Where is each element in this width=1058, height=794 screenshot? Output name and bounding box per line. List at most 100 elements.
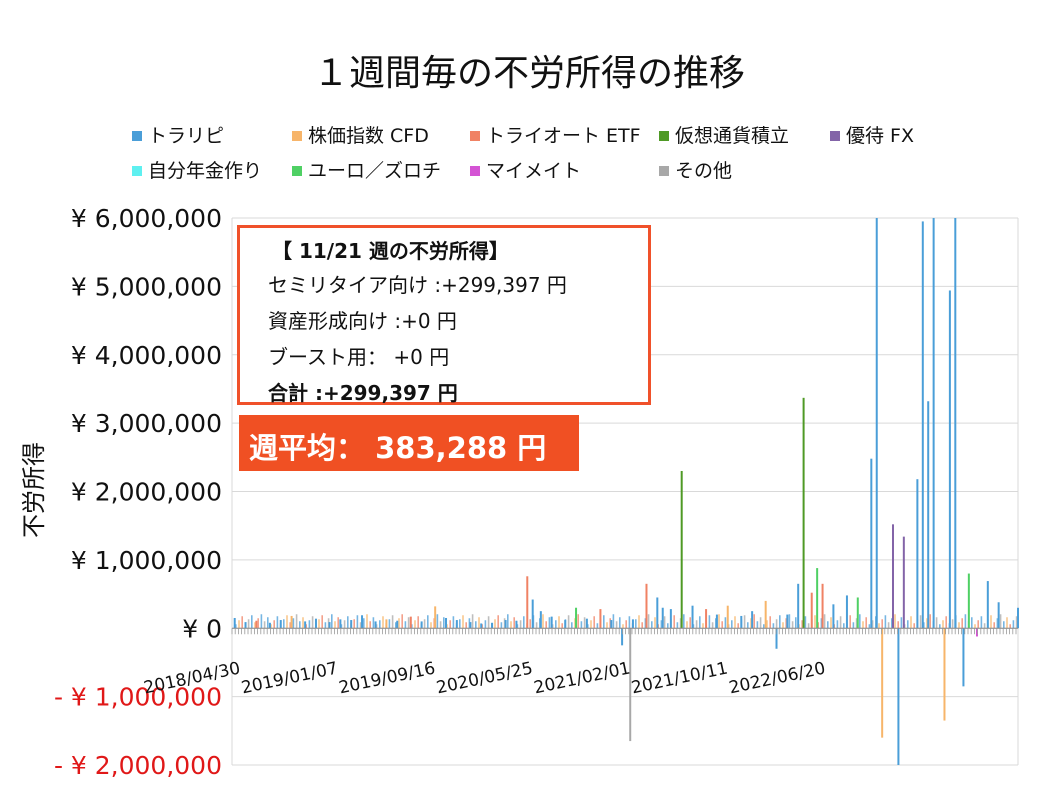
bar-texture — [862, 621, 864, 629]
bar-texture — [401, 614, 403, 629]
bar-texture — [331, 614, 333, 629]
bar-texture — [430, 622, 432, 629]
bar-texture — [241, 616, 243, 629]
bar-texture — [782, 622, 784, 629]
bar-texture — [398, 618, 400, 629]
bar-texture — [673, 615, 675, 629]
bar-texture — [951, 619, 954, 629]
bar-texture — [654, 617, 656, 629]
bar-texture — [887, 622, 890, 629]
bar — [962, 628, 965, 687]
bar-texture — [1006, 617, 1008, 629]
bar-texture — [462, 615, 464, 629]
chart-title: １週間毎の不労所得の推移 — [312, 53, 745, 94]
bar-texture — [839, 616, 842, 629]
bar-texture — [311, 616, 314, 629]
bar-texture — [823, 614, 826, 629]
bar-texture — [660, 620, 663, 629]
bar-texture — [900, 617, 903, 629]
bar-texture — [388, 619, 391, 629]
legend-label: マイメイト — [486, 160, 582, 182]
bar-texture — [836, 620, 839, 629]
bar — [927, 401, 930, 629]
bar-texture — [411, 624, 413, 629]
bar-texture — [295, 614, 298, 629]
weekly-average-badge: 週平均： 383,288 円 — [239, 415, 579, 471]
legend-swatch — [470, 166, 480, 176]
bar — [832, 604, 835, 629]
legend-item: ユーロ／ズロチ — [292, 156, 441, 183]
bar-texture — [779, 615, 781, 629]
bar-texture — [443, 617, 445, 629]
bar — [715, 614, 718, 629]
bar-texture — [788, 614, 791, 629]
bar — [975, 628, 978, 637]
bar-texture — [743, 615, 746, 629]
legend-swatch — [132, 166, 142, 176]
bar-texture — [251, 615, 253, 629]
bar-texture — [340, 624, 343, 629]
bar-texture — [273, 620, 275, 629]
bar-texture — [939, 624, 941, 629]
bar — [339, 619, 342, 629]
bar-texture — [644, 618, 647, 629]
bar-texture — [747, 622, 749, 629]
bar — [531, 599, 534, 629]
legend-label: トラリピ — [148, 125, 225, 147]
bar-texture — [945, 616, 947, 629]
bar-texture — [731, 620, 733, 629]
bar-texture — [763, 624, 765, 629]
bar — [550, 616, 553, 629]
bar-texture — [395, 622, 397, 629]
bar — [775, 628, 778, 649]
bar-texture — [343, 620, 346, 629]
bar — [875, 218, 878, 629]
legend-item: トラリピ — [132, 121, 224, 148]
bar — [233, 617, 236, 629]
zero-baseline — [231, 627, 1018, 635]
bar — [564, 620, 567, 629]
y-tick-label: - ¥ 2,000,000 — [54, 751, 222, 780]
bar-texture — [423, 619, 426, 629]
bar-texture — [238, 620, 240, 629]
bar-texture — [750, 618, 752, 629]
bar-texture — [606, 622, 608, 629]
legend-label: 優待 FX — [846, 125, 914, 147]
bar — [870, 458, 873, 629]
legend-label: トライオート ETF — [486, 125, 641, 147]
bar-texture — [235, 624, 237, 629]
bar-texture — [382, 616, 384, 629]
bar-texture — [247, 619, 250, 629]
bar-texture — [363, 618, 365, 629]
y-tick-label: ¥ 6,000,000 — [71, 204, 222, 233]
bar-texture — [907, 620, 909, 629]
bar-texture — [529, 619, 531, 629]
bar — [374, 621, 377, 629]
bar — [916, 479, 919, 629]
bar-texture — [871, 620, 874, 629]
bar-texture — [695, 620, 698, 629]
bar — [740, 615, 743, 629]
bar — [1017, 607, 1019, 629]
bar-texture — [414, 620, 416, 629]
bar-texture — [478, 617, 480, 629]
bar-texture — [270, 624, 272, 629]
bar-texture — [724, 617, 727, 629]
bar-texture — [612, 614, 615, 629]
bar-texture — [542, 614, 544, 629]
bar-texture — [510, 621, 512, 629]
bar-texture — [935, 617, 938, 629]
legend-swatch — [659, 166, 669, 176]
bar-texture — [558, 616, 560, 629]
bar — [645, 583, 648, 629]
bar-texture — [715, 618, 717, 629]
bar-texture — [276, 616, 279, 629]
bar-texture — [718, 614, 720, 629]
bar-texture — [593, 616, 595, 629]
bar-texture — [721, 621, 723, 629]
bar-texture — [292, 618, 295, 629]
bar — [797, 583, 800, 629]
bar-texture — [1015, 616, 1018, 629]
bar-texture — [289, 622, 291, 629]
